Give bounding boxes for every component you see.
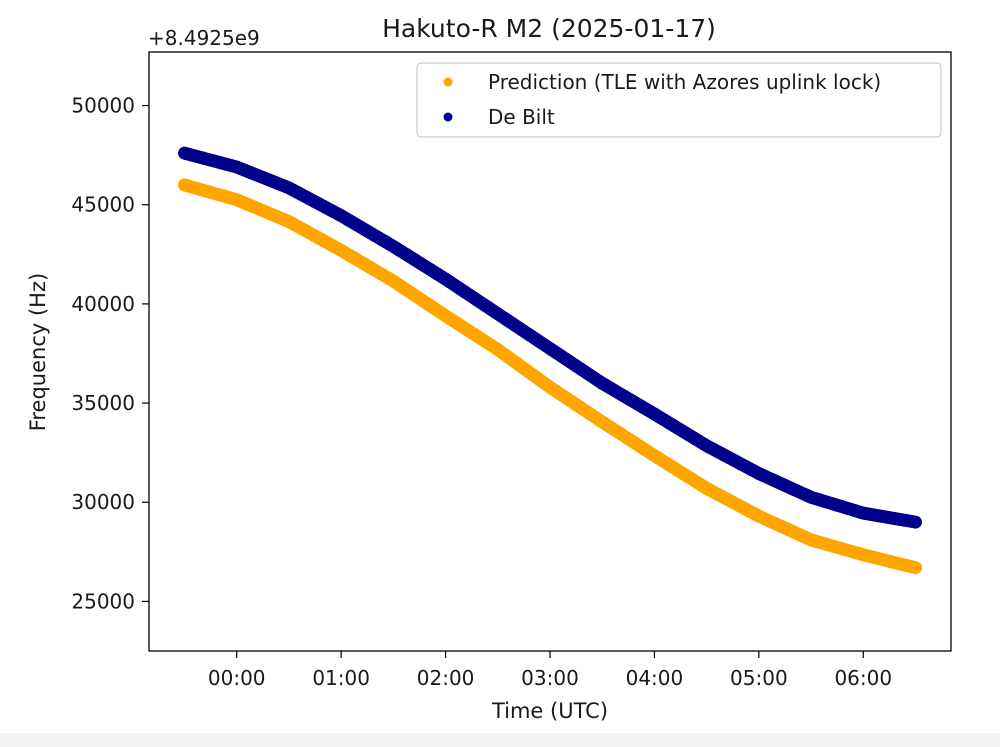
x-axis-label: Time (UTC) [491,699,608,723]
y-axis-label: Frequency (Hz) [26,273,50,431]
y-tick-label: 40000 [71,292,135,316]
x-tick-label: 04:00 [626,666,684,690]
x-tick-label: 02:00 [417,666,475,690]
x-tick-label: 05:00 [730,666,788,690]
y-tick-label: 45000 [71,193,135,217]
legend-label: Prediction (TLE with Azores uplink lock) [488,70,881,94]
legend-label: De Bilt [488,105,555,129]
y-axis-offset-label: +8.4925e9 [148,26,260,50]
y-tick-label: 25000 [71,589,135,613]
legend-marker [443,112,453,122]
x-tick-label: 00:00 [208,666,266,690]
x-tick-label: 06:00 [834,666,892,690]
data-point [908,561,922,575]
y-axis: 25000 30000 35000 40000 45000 50000 [71,94,149,613]
x-tick-label: 03:00 [521,666,579,690]
window-bottom-strip [0,733,1000,747]
x-axis: 00:00 01:00 02:00 03:00 04:00 05:00 06:00 [208,651,892,690]
legend-entries: Prediction (TLE with Azores uplink lock)… [443,70,881,129]
legend-marker [443,77,453,87]
y-tick-label: 30000 [71,490,135,514]
series-de-bilt [178,146,922,529]
chart-title: Hakuto-R M2 (2025-01-17) [382,14,716,43]
data-point [908,515,922,529]
series-prediction [178,178,922,575]
x-tick-label: 01:00 [312,666,370,690]
legend: Prediction (TLE with Azores uplink lock)… [416,62,942,138]
y-tick-label: 50000 [71,94,135,118]
y-tick-label: 35000 [71,391,135,415]
plot-area [178,146,922,575]
legend-frame [416,62,942,138]
